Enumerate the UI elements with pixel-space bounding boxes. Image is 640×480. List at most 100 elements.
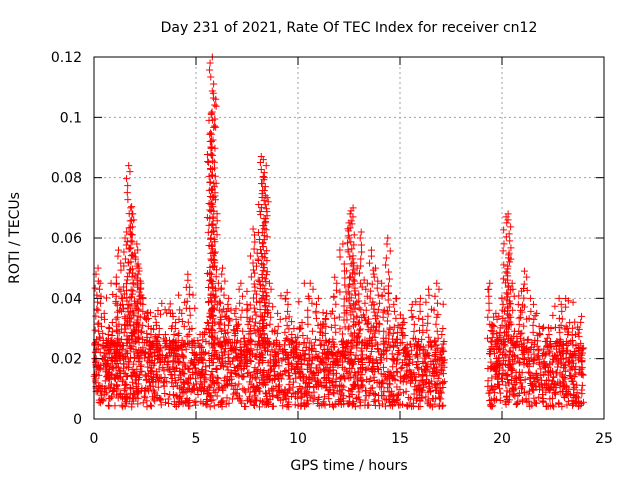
data-point — [493, 362, 501, 370]
data-point — [529, 360, 537, 368]
data-point — [104, 331, 112, 339]
data-point — [532, 373, 540, 381]
data-point — [427, 343, 435, 351]
data-point — [176, 367, 184, 375]
y-tick-label: 0.06 — [51, 231, 82, 247]
data-point — [385, 289, 393, 297]
data-point — [119, 294, 127, 302]
data-point — [95, 333, 103, 341]
data-point — [260, 313, 268, 321]
data-point — [121, 234, 129, 242]
data-point — [519, 350, 527, 358]
data-point — [122, 241, 130, 249]
data-point — [386, 380, 394, 388]
data-point — [435, 285, 443, 293]
data-point — [217, 299, 225, 307]
data-point — [488, 374, 496, 382]
data-point — [186, 283, 194, 291]
data-point — [258, 260, 266, 268]
data-point — [349, 252, 357, 260]
data-point — [275, 374, 283, 382]
data-point — [503, 304, 511, 312]
data-point — [518, 383, 526, 391]
data-point — [142, 314, 150, 322]
data-point — [521, 376, 529, 384]
data-point — [538, 352, 546, 360]
data-point — [169, 382, 177, 390]
data-point — [208, 137, 216, 145]
data-point — [312, 307, 320, 315]
data-point — [504, 283, 512, 291]
data-point — [429, 395, 437, 403]
data-point — [150, 325, 158, 333]
data-point — [271, 368, 279, 376]
data-point — [398, 400, 406, 408]
data-point — [106, 395, 114, 403]
data-point — [233, 390, 241, 398]
data-point — [326, 361, 334, 369]
data-point — [370, 329, 378, 337]
data-point — [208, 171, 216, 179]
data-point — [419, 328, 427, 336]
data-point — [508, 372, 516, 380]
data-point — [383, 317, 391, 325]
data-point — [550, 403, 558, 411]
data-point — [329, 352, 337, 360]
data-point — [497, 374, 505, 382]
data-point — [139, 335, 147, 343]
data-point — [317, 328, 325, 336]
data-point — [344, 283, 352, 291]
data-point — [109, 291, 117, 299]
data-point — [231, 389, 239, 397]
data-point — [398, 338, 406, 346]
data-point — [260, 264, 268, 272]
data-point — [367, 252, 375, 260]
data-point — [185, 384, 193, 392]
data-point — [365, 391, 373, 399]
data-point — [233, 353, 241, 361]
data-point — [440, 378, 448, 386]
data-point — [572, 370, 580, 378]
data-point — [496, 389, 504, 397]
data-point — [114, 394, 122, 402]
data-point — [520, 345, 528, 353]
data-point — [350, 266, 358, 274]
data-point — [133, 319, 141, 327]
data-point — [361, 336, 369, 344]
data-point — [535, 393, 543, 401]
data-point — [432, 346, 440, 354]
data-point — [379, 380, 387, 388]
data-point — [388, 387, 396, 395]
data-point — [404, 374, 412, 382]
data-point — [161, 389, 169, 397]
data-point — [192, 375, 200, 383]
data-point — [206, 362, 214, 370]
data-point — [192, 364, 200, 372]
data-point — [337, 375, 345, 383]
data-point — [92, 312, 100, 320]
data-point — [564, 331, 572, 338]
data-point — [408, 346, 416, 354]
data-point — [243, 353, 251, 361]
data-point — [211, 259, 219, 267]
data-point — [390, 372, 398, 380]
data-point — [165, 400, 173, 408]
data-point — [239, 373, 247, 381]
data-point — [209, 359, 217, 367]
data-point — [174, 382, 182, 390]
data-point — [375, 402, 383, 410]
data-point — [401, 345, 409, 353]
data-point — [347, 339, 355, 347]
data-point — [372, 326, 380, 334]
data-point — [577, 318, 585, 326]
data-point — [207, 276, 215, 284]
data-point — [520, 361, 528, 369]
data-point — [415, 370, 423, 378]
data-point — [336, 253, 344, 261]
data-point — [370, 322, 378, 330]
data-point — [206, 178, 214, 186]
data-point — [265, 279, 273, 287]
data-point — [111, 339, 119, 347]
data-point — [507, 320, 515, 328]
data-point — [525, 368, 533, 376]
